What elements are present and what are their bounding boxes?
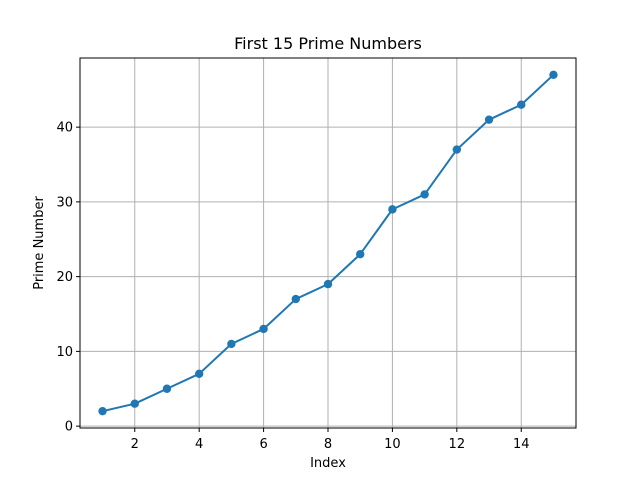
data-point [484, 115, 494, 124]
data-point [227, 339, 236, 349]
y-tick-label: 0 [65, 420, 73, 435]
x-tick-label: 6 [259, 437, 267, 452]
x-tick-label: 10 [384, 437, 401, 452]
data-point [388, 205, 397, 214]
x-tick-label: 4 [195, 437, 203, 452]
x-tick-label: 2 [131, 437, 139, 452]
data-point [194, 369, 204, 379]
x-axis-label: Index [310, 456, 346, 471]
grid [80, 58, 576, 428]
y-tick-label: 30 [56, 195, 73, 210]
data-point [452, 145, 462, 154]
x-tick-label: 8 [324, 437, 332, 452]
y-tick-label: 40 [56, 121, 73, 136]
data-point [517, 100, 526, 109]
x-tick-label: 12 [449, 437, 466, 452]
y-tick-label: 20 [56, 270, 73, 285]
axis-ticks: 2 4 6 8 10 12 14 0 10 20 30 40 [56, 121, 529, 452]
data-point [162, 384, 172, 393]
data-point [259, 324, 268, 334]
series [98, 70, 558, 416]
data-point [291, 294, 300, 304]
data-point [323, 279, 333, 289]
data-point [420, 190, 429, 199]
data-point [549, 70, 558, 80]
y-tick-label: 10 [56, 345, 73, 360]
data-point [356, 250, 365, 259]
y-axis-label: Prime Number [32, 196, 47, 290]
data-point [130, 399, 139, 408]
data-point [98, 406, 107, 416]
x-tick-label: 14 [513, 437, 530, 452]
chart-title: First 15 Prime Numbers [234, 34, 422, 53]
